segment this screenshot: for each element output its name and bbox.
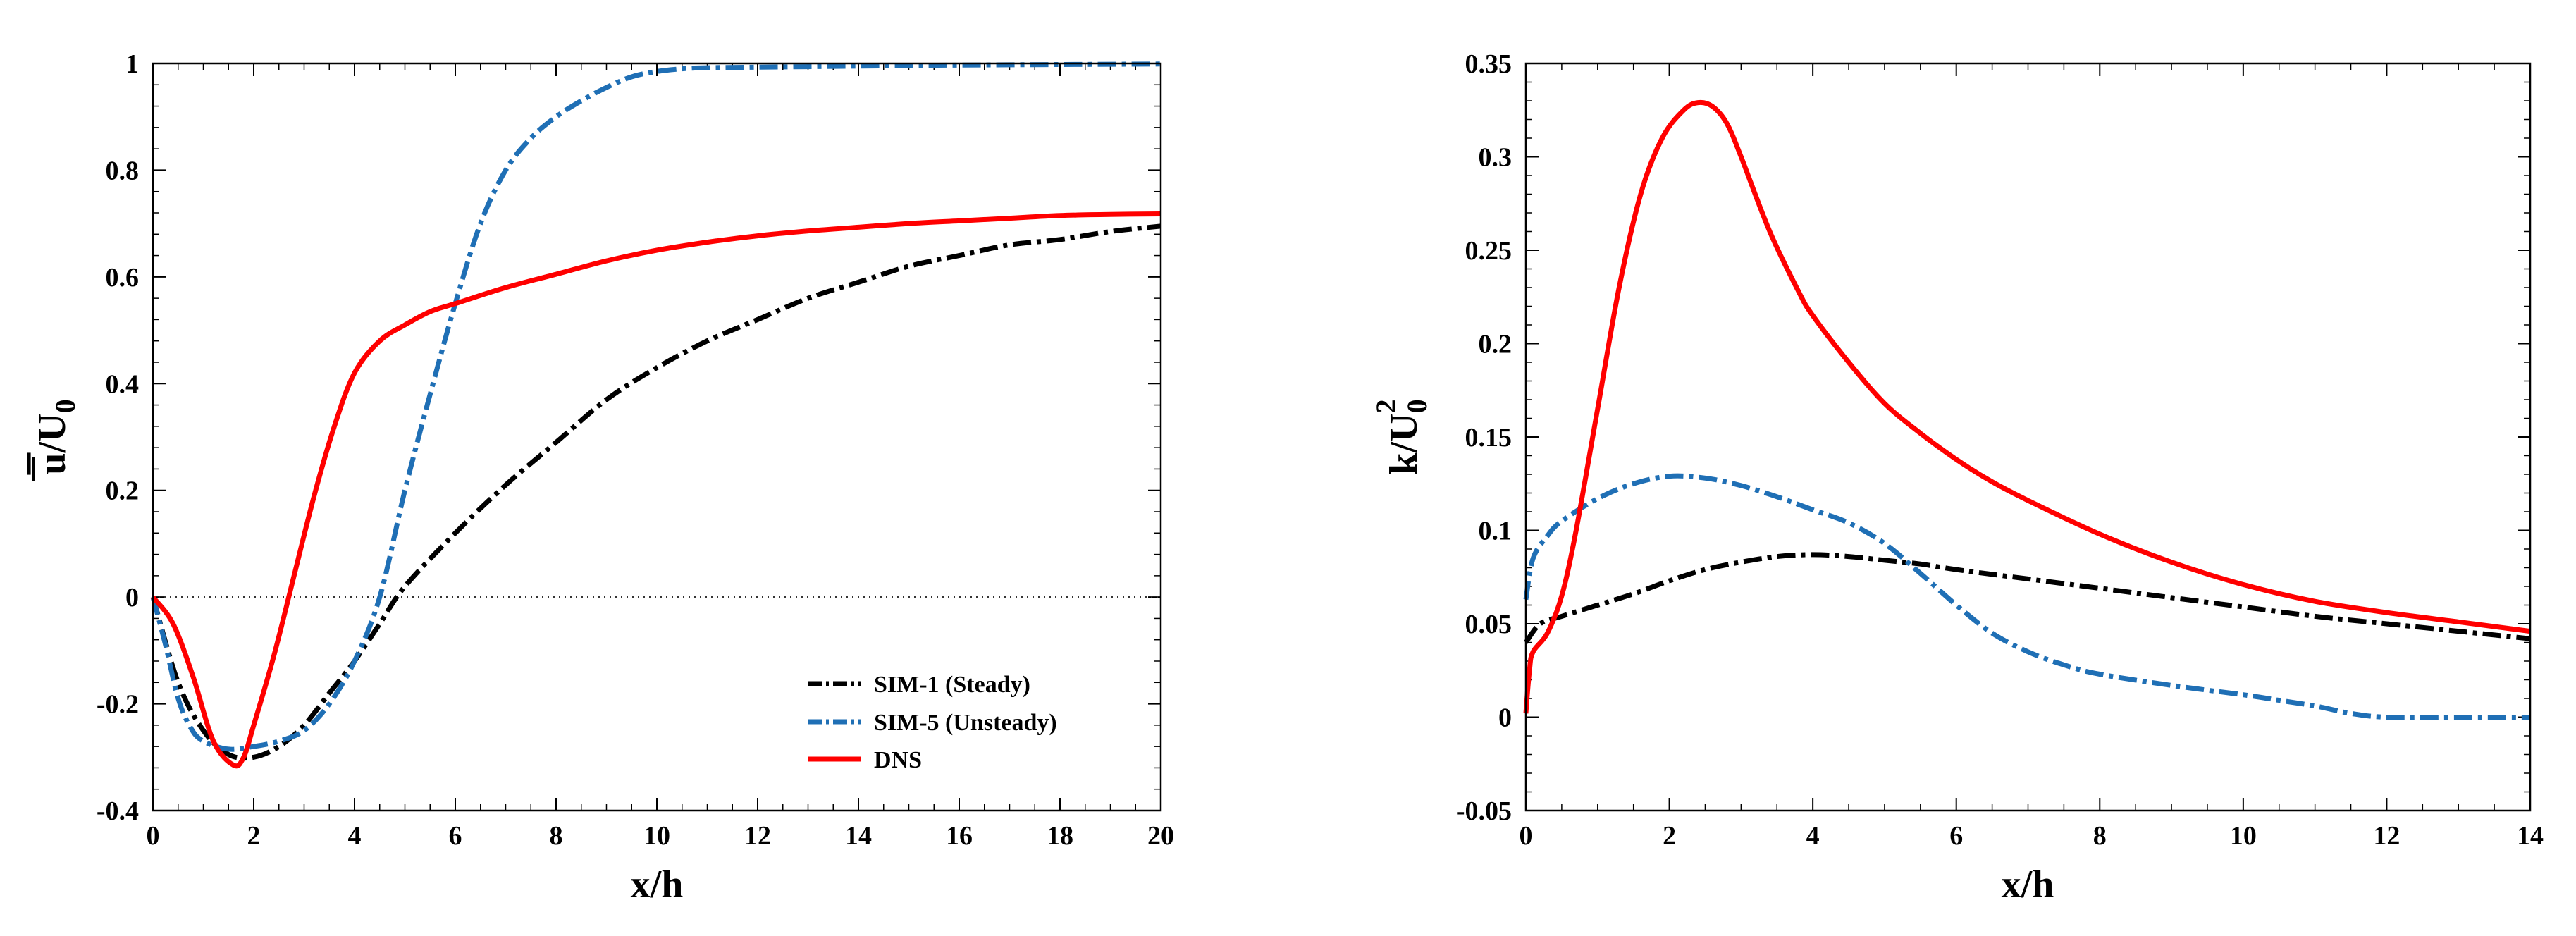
legend-sim1-label: SIM-1 (Steady) <box>874 672 1030 698</box>
tke-y-label-main: k/U <box>1382 413 1426 474</box>
velocity-x-tick-label: 2 <box>247 821 261 851</box>
velocity-y-tick-label: -0.2 <box>97 690 139 720</box>
svg-text:k/U02: k/U02 <box>1370 399 1433 474</box>
tke-x-tick-label: 6 <box>1949 821 1963 851</box>
velocity-y-tick-label: 0.2 <box>106 476 140 506</box>
tke-y-axis-label: k/U02 <box>1370 399 1433 474</box>
velocity-y-label-sub: 0 <box>49 399 81 413</box>
velocity-x-tick-label: 18 <box>1047 821 1073 851</box>
tke-y-tick-label: 0 <box>1498 703 1512 733</box>
tke-y-tick-label: 0.3 <box>1479 143 1512 173</box>
tke-y-tick-label: 0.1 <box>1479 517 1512 546</box>
velocity-x-tick-label: 8 <box>550 821 563 851</box>
velocity-y-axis-label: u/U0 <box>30 399 81 481</box>
tke-x-tick-label: 2 <box>1663 821 1676 851</box>
velocity-x-tick-label: 16 <box>946 821 973 851</box>
tke-series-sim1 <box>1524 552 2531 644</box>
tke-chart: 0 2 4 6 8 10 12 14-0.0500.050.10.150.20.250.30.… <box>1370 49 2544 906</box>
tke-y-label-sub: 0 <box>1401 399 1433 413</box>
velocity-y-label-sep: /U <box>30 413 74 453</box>
tke-x-tick-label: 0 <box>1520 821 1533 851</box>
legend: SIM-1 (Steady) SIM-5 (Unsteady) DNS <box>808 672 1057 773</box>
velocity-x-tick-label: 6 <box>449 821 462 851</box>
tke-x-tick-label: 14 <box>2517 821 2544 851</box>
velocity-series-sim5 <box>150 61 1161 752</box>
tke-y-tick-label: -0.05 <box>1456 796 1512 826</box>
velocity-y-tick-label: 0 <box>125 583 139 612</box>
velocity-y-tick-label: 1 <box>125 49 139 79</box>
tke-x-axis-label: x/h <box>2002 863 2054 906</box>
tke-y-tick-label: 0.35 <box>1465 49 1512 79</box>
svg-text:u/U0: u/U0 <box>30 399 81 474</box>
velocity-x-tick-label: 14 <box>845 821 872 851</box>
velocity-x-tick-label: 10 <box>643 821 670 851</box>
tke-x-tick-label: 10 <box>2230 821 2257 851</box>
velocity-x-tick-label: 4 <box>348 821 362 851</box>
velocity-series-dns <box>151 211 1161 769</box>
tke-x-tick-label: 4 <box>1806 821 1820 851</box>
velocity-y-tick-label: -0.4 <box>97 796 139 826</box>
tke-y-tick-label: 0.15 <box>1465 423 1512 452</box>
tke-series-dns <box>1523 99 2531 714</box>
velocity-x-axis-label: x/h <box>631 863 684 906</box>
tke-y-label-sup: 2 <box>1370 399 1402 413</box>
velocity-y-tick-label: 0.6 <box>106 263 140 292</box>
tke-x-tick-label: 12 <box>2373 821 2400 851</box>
velocity-y-tick-label: 0.8 <box>106 156 140 185</box>
velocity-series-sim1 <box>150 223 1161 761</box>
tke-x-tick-label: 8 <box>2093 821 2107 851</box>
tke-y-tick-label: 0.05 <box>1465 610 1512 639</box>
legend-sim5-label: SIM-5 (Unsteady) <box>874 710 1057 736</box>
tke-plot-frame <box>1524 62 2532 812</box>
velocity-x-tick-label: 20 <box>1147 821 1174 851</box>
velocity-chart: 0 2 4 6 8 10 12 14 16 18 20-0.4-0.200.20.40.60.81 … <box>30 49 1174 906</box>
velocity-y-tick-label: 0.4 <box>106 369 140 399</box>
tke-y-tick-label: 0.2 <box>1479 330 1512 359</box>
velocity-x-tick-label: 0 <box>147 821 160 851</box>
tke-y-tick-label: 0.25 <box>1465 236 1512 266</box>
velocity-x-tick-label: 12 <box>744 821 771 851</box>
tke-series-sim5 <box>1523 473 2530 720</box>
velocity-plot-frame <box>152 62 1162 812</box>
velocity-y-label-main: u <box>30 452 74 474</box>
legend-dns-label: DNS <box>874 747 922 773</box>
